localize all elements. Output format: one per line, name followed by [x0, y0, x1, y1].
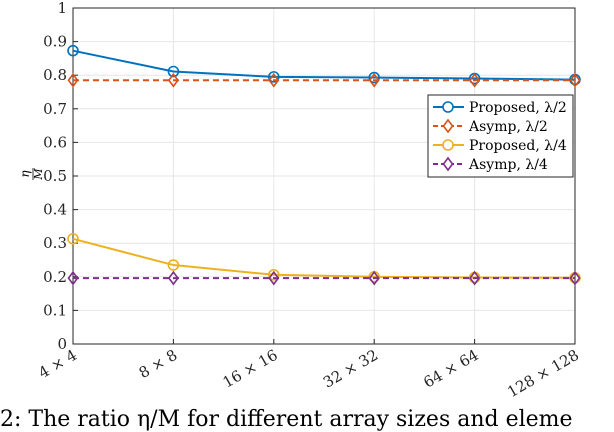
series-1: [67, 72, 581, 88]
legend-label: Asymp, λ/2: [468, 119, 548, 135]
legend-label: Asymp, λ/4: [468, 157, 548, 173]
data-point: [67, 44, 79, 57]
data-point: [268, 270, 280, 286]
y-tick-label: 0: [57, 335, 67, 353]
data-point: [368, 71, 381, 84]
legend-entry: Proposed, λ/2: [433, 100, 567, 116]
data-point: [469, 270, 481, 286]
y-tick-label: 0.2: [43, 268, 67, 286]
data-point: [267, 71, 280, 83]
data-point: [368, 270, 380, 286]
data-point: [569, 270, 581, 286]
series-3: [67, 270, 581, 286]
data-point: [268, 72, 280, 88]
legend-marker: [442, 156, 454, 172]
legend-entry: Asymp, λ/4: [433, 156, 548, 173]
x-tick-label: 8 × 8: [136, 346, 181, 382]
data-point: [167, 72, 179, 88]
data-point: [368, 72, 380, 88]
y-axis-label-numerator: η: [18, 170, 32, 178]
y-tick-label: 0.7: [43, 100, 67, 118]
x-tick-label: 64 × 64: [420, 346, 481, 392]
data-point: [167, 270, 179, 286]
series-line: [72, 49, 576, 81]
y-tick-label: 0.5: [43, 167, 67, 185]
series-2: [67, 233, 581, 284]
y-axis-label: η M: [18, 168, 45, 181]
legend-marker: [442, 101, 454, 113]
series-line: [72, 237, 576, 279]
y-tick-label: 0.9: [43, 33, 67, 51]
y-tick-label: 0.6: [43, 133, 67, 151]
x-tick-label: 32 × 32: [320, 346, 381, 392]
legend-marker: [442, 118, 454, 134]
x-tick-label: 128 × 128: [504, 346, 582, 401]
data-point: [167, 65, 180, 78]
y-axis-label-denominator: M: [32, 168, 45, 181]
y-tick-label: 0.1: [43, 301, 67, 319]
legend-marker: [442, 139, 454, 151]
series-0: [67, 44, 581, 86]
figure-caption: 2: The ratio η/M for different array siz…: [0, 407, 573, 432]
data-point: [67, 72, 79, 88]
legend-label: Proposed, λ/2: [469, 100, 567, 116]
legend-label: Proposed, λ/4: [469, 138, 567, 154]
data-point: [469, 72, 481, 88]
y-tick-label: 0.4: [43, 201, 67, 219]
data-point: [569, 72, 581, 88]
y-tick-label: 0.3: [43, 234, 67, 252]
data-point: [167, 259, 180, 271]
y-tick-label: 0.8: [43, 66, 67, 84]
legend: Proposed, λ/2 Asymp, λ/2 Proposed, λ/4 Asym…: [427, 94, 574, 178]
data-point: [67, 233, 79, 245]
data-point: [267, 268, 280, 281]
data-point: [67, 270, 79, 286]
y-tick-label: 1: [57, 0, 67, 17]
legend-entry: Asymp, λ/2: [433, 118, 548, 135]
legend-entry: Proposed, λ/4: [433, 138, 567, 154]
x-tick-label: 16 × 16: [220, 346, 281, 392]
series-layer: [67, 44, 581, 286]
